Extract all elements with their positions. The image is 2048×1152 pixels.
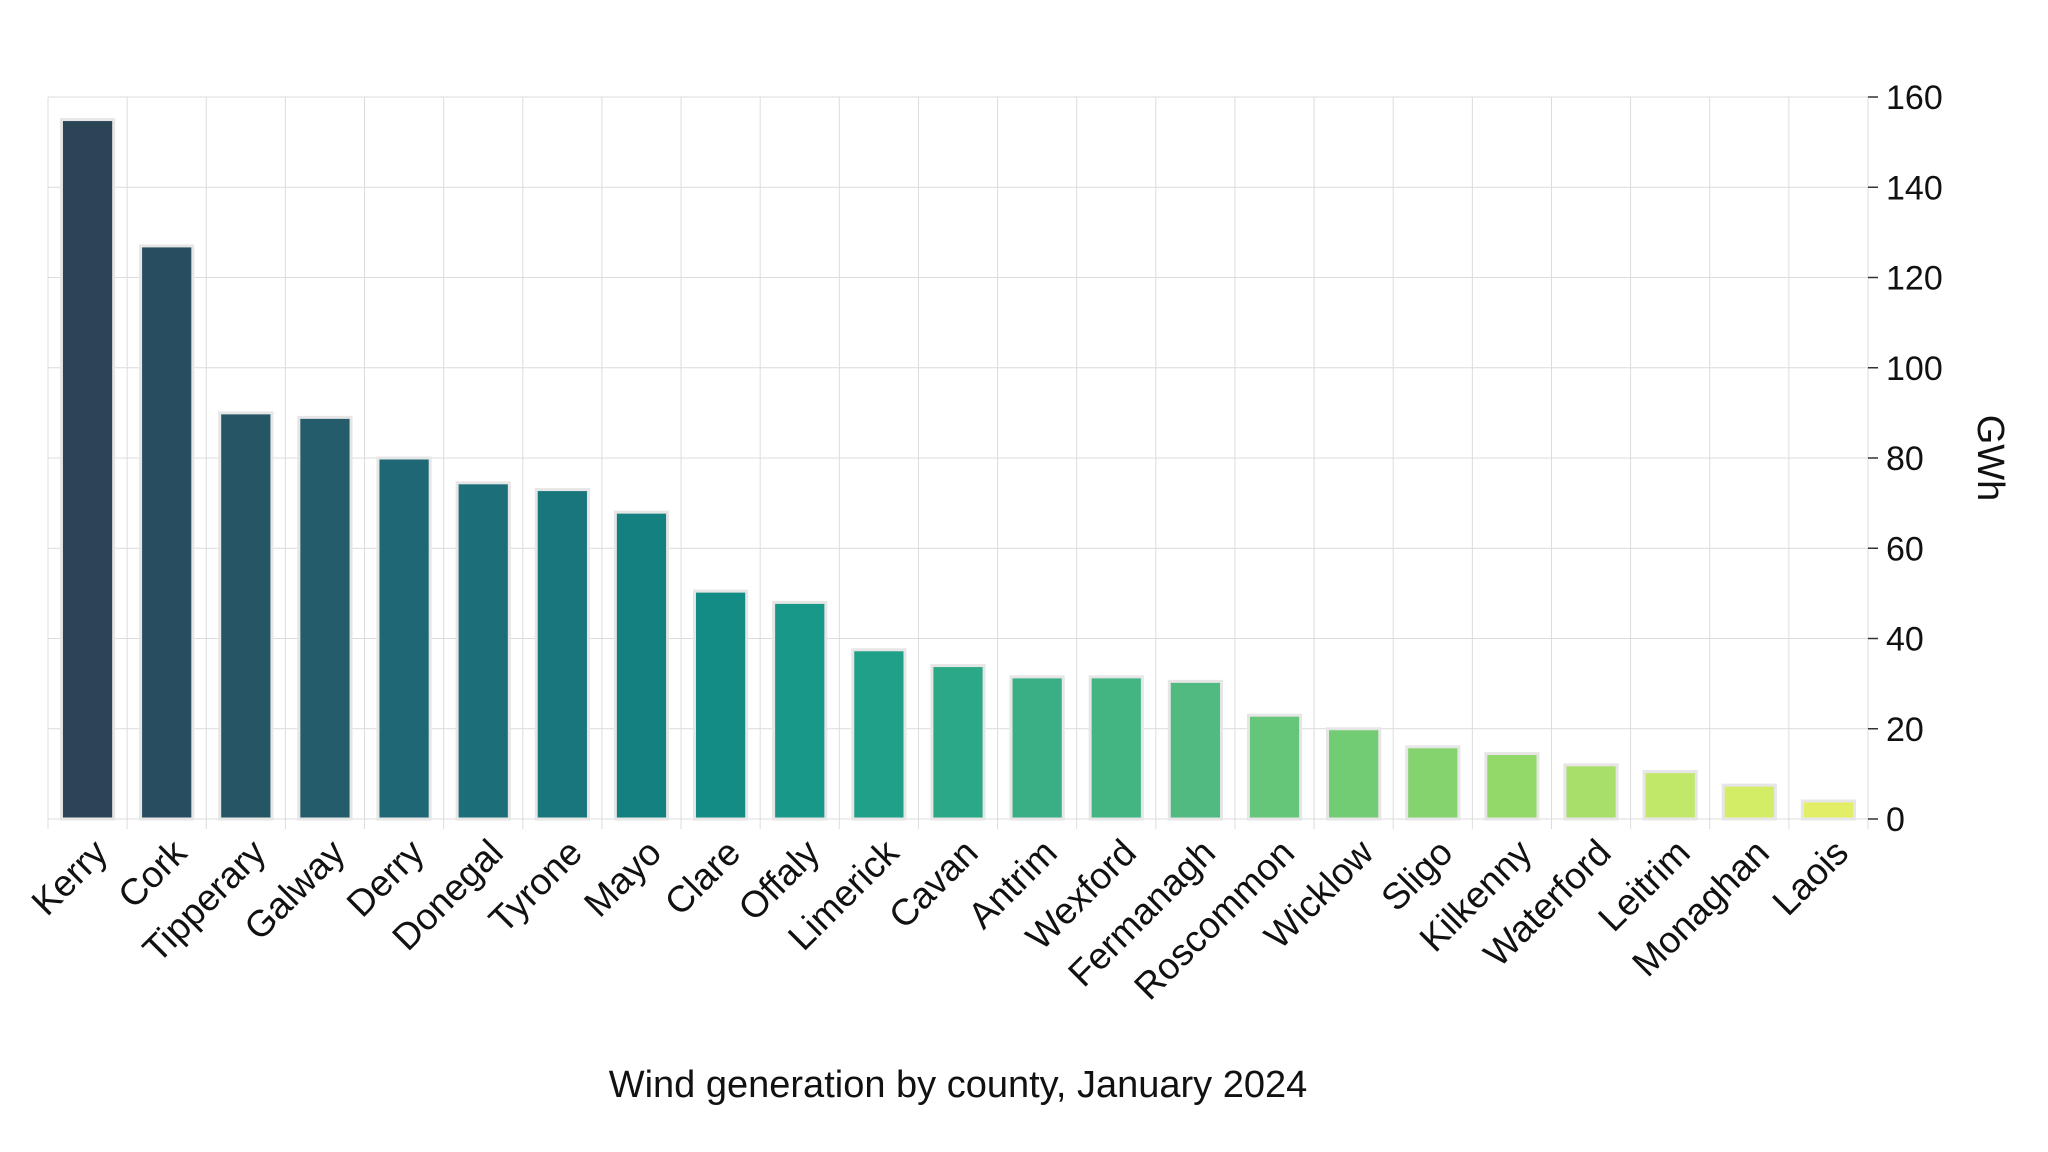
x-axis-labels: KerryCorkTipperaryGalwayDerryDonegalTyro… [24, 831, 1856, 1007]
y-tick-label: 80 [1886, 440, 1924, 478]
x-tick-label-mayo: Mayo [576, 832, 669, 925]
bar-antrim [1009, 675, 1065, 821]
bar-tyrone [534, 488, 590, 821]
bar-leitrim [1642, 770, 1698, 821]
y-tick-label: 100 [1886, 350, 1943, 388]
bar-galway [297, 415, 353, 821]
bar-limerick [851, 648, 907, 821]
bar-kilkenny [1484, 752, 1540, 821]
bar-offaly [772, 600, 828, 821]
y-tick-label: 140 [1886, 169, 1943, 207]
bar-fermanagh [1167, 679, 1224, 821]
y-tick-label: 0 [1886, 801, 1905, 839]
y-tick-label: 40 [1886, 621, 1924, 659]
y-axis-ticks: 0 20 40 60 80 100 120 140 160 [1868, 79, 1943, 839]
y-tick-label: 160 [1886, 79, 1943, 117]
y-tick-label: 60 [1886, 530, 1924, 568]
x-tick-label-cavan: Cavan [881, 832, 986, 937]
bar-roscommon [1246, 713, 1303, 821]
bar-derry [376, 456, 432, 821]
x-tick-label-laois: Laois [1765, 832, 1857, 924]
bar-wexford [1088, 675, 1144, 821]
x-tick-label-clare: Clare [657, 832, 749, 924]
bar-cavan [930, 664, 986, 821]
bar-cork [139, 244, 195, 821]
y-tick-label: 120 [1886, 260, 1943, 298]
x-tick-label-kerry: Kerry [24, 831, 116, 923]
x-axis-title: Wind generation by county, January 2024 [609, 1064, 1308, 1106]
bar-clare [692, 589, 749, 821]
bar-tipperary [218, 411, 274, 821]
bar-laois [1800, 799, 1857, 821]
y-tick-label: 20 [1886, 711, 1924, 749]
bar-kerry [59, 118, 116, 821]
bar-mayo [613, 510, 670, 821]
bar-donegal [455, 481, 511, 821]
bar-wicklow [1326, 727, 1382, 821]
bar-sligo [1405, 745, 1461, 821]
bar-waterford [1563, 763, 1619, 821]
bars [59, 118, 1857, 821]
y-axis-title: GWh [1969, 415, 2011, 502]
bar-monaghan [1721, 783, 1777, 821]
